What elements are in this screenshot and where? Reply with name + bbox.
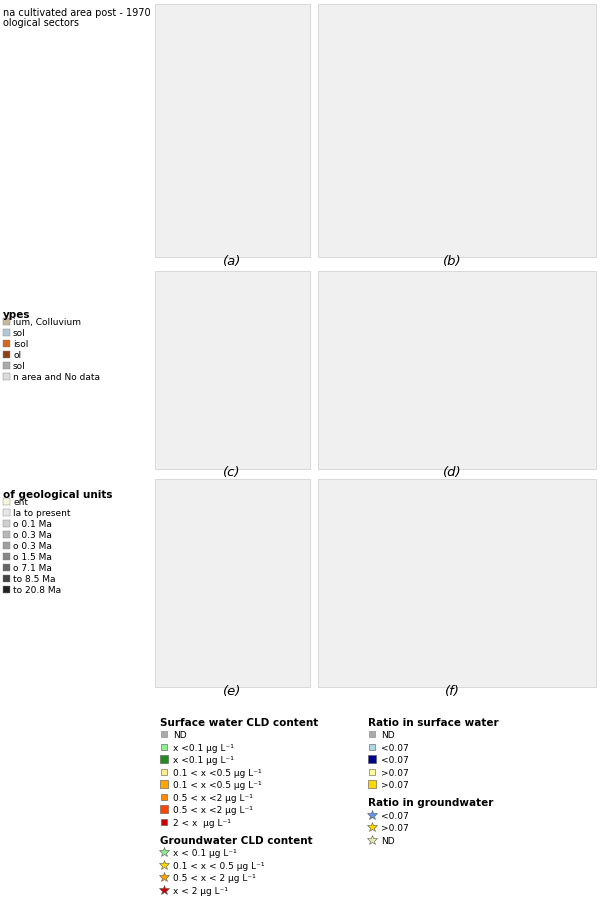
Bar <box>3 363 10 369</box>
Text: 0.1 < x <0.5 μg L⁻¹: 0.1 < x <0.5 μg L⁻¹ <box>173 768 262 777</box>
Text: >0.07: >0.07 <box>381 823 409 833</box>
Bar <box>3 509 10 516</box>
Text: isol: isol <box>13 340 28 348</box>
Text: na cultivated area post - 1970: na cultivated area post - 1970 <box>3 8 150 18</box>
Text: to 8.5 Ma: to 8.5 Ma <box>13 574 55 584</box>
Text: sol: sol <box>13 329 26 337</box>
Text: (a): (a) <box>223 255 241 267</box>
Text: <0.07: <0.07 <box>381 743 409 752</box>
Bar <box>318 480 596 687</box>
Text: o 0.1 Ma: o 0.1 Ma <box>13 519 52 528</box>
Text: (e): (e) <box>223 685 241 698</box>
Bar <box>155 5 310 257</box>
Bar <box>3 341 10 347</box>
Text: o 1.5 Ma: o 1.5 Ma <box>13 552 52 562</box>
Text: to 20.8 Ma: to 20.8 Ma <box>13 585 61 595</box>
Text: ND: ND <box>173 731 187 740</box>
Bar <box>3 564 10 572</box>
Text: of geological units: of geological units <box>3 490 113 499</box>
Text: Surface water CLD content: Surface water CLD content <box>160 717 318 727</box>
Text: o 7.1 Ma: o 7.1 Ma <box>13 563 52 573</box>
Text: 0.5 < x <2 μg L⁻¹: 0.5 < x <2 μg L⁻¹ <box>173 793 253 802</box>
Text: Ratio in surface water: Ratio in surface water <box>368 717 498 727</box>
Bar <box>318 5 596 257</box>
Bar <box>3 374 10 380</box>
Bar <box>3 575 10 583</box>
Text: (b): (b) <box>442 255 461 267</box>
Bar <box>3 542 10 550</box>
Bar <box>3 553 10 561</box>
Text: 0.5 < x < 2 μg L⁻¹: 0.5 < x < 2 μg L⁻¹ <box>173 874 256 882</box>
Bar <box>3 531 10 539</box>
Text: >0.07: >0.07 <box>381 768 409 777</box>
Text: 0.1 < x < 0.5 μg L⁻¹: 0.1 < x < 0.5 μg L⁻¹ <box>173 861 264 870</box>
Text: ol: ol <box>13 351 21 359</box>
Text: 0.5 < x <2 μg L⁻¹: 0.5 < x <2 μg L⁻¹ <box>173 806 253 814</box>
Text: (d): (d) <box>442 466 461 479</box>
Text: o 0.3 Ma: o 0.3 Ma <box>13 541 52 550</box>
Text: n area and No data: n area and No data <box>13 372 100 381</box>
Text: sol: sol <box>13 361 26 370</box>
Text: Ratio in groundwater: Ratio in groundwater <box>368 798 494 808</box>
Bar <box>3 352 10 358</box>
Text: x < 0.1 μg L⁻¹: x < 0.1 μg L⁻¹ <box>173 848 237 857</box>
Text: Groundwater CLD content: Groundwater CLD content <box>160 835 312 845</box>
Text: 2 < x  μg L⁻¹: 2 < x μg L⁻¹ <box>173 818 231 827</box>
Bar <box>3 319 10 325</box>
Text: 0.1 < x <0.5 μg L⁻¹: 0.1 < x <0.5 μg L⁻¹ <box>173 780 262 789</box>
Text: x <0.1 μg L⁻¹: x <0.1 μg L⁻¹ <box>173 743 234 752</box>
Text: x < 2 μg L⁻¹: x < 2 μg L⁻¹ <box>173 886 228 895</box>
Bar <box>155 480 310 687</box>
Text: x <0.1 μg L⁻¹: x <0.1 μg L⁻¹ <box>173 755 234 765</box>
Text: ent: ent <box>13 497 28 506</box>
Text: o 0.3 Ma: o 0.3 Ma <box>13 530 52 539</box>
Text: (c): (c) <box>223 466 241 479</box>
Bar <box>3 520 10 528</box>
Text: ium, Colluvium: ium, Colluvium <box>13 318 81 326</box>
Bar <box>155 272 310 470</box>
Text: ypes: ypes <box>3 310 31 320</box>
Text: la to present: la to present <box>13 508 70 517</box>
Text: ND: ND <box>381 836 395 845</box>
Text: <0.07: <0.07 <box>381 755 409 765</box>
Bar <box>3 330 10 336</box>
Text: >0.07: >0.07 <box>381 780 409 789</box>
Text: ND: ND <box>381 731 395 740</box>
Bar <box>3 586 10 594</box>
Bar <box>3 498 10 505</box>
Text: (f): (f) <box>444 685 459 698</box>
Text: <0.07: <0.07 <box>381 811 409 820</box>
Bar <box>318 272 596 470</box>
Text: ological sectors: ological sectors <box>3 18 79 28</box>
